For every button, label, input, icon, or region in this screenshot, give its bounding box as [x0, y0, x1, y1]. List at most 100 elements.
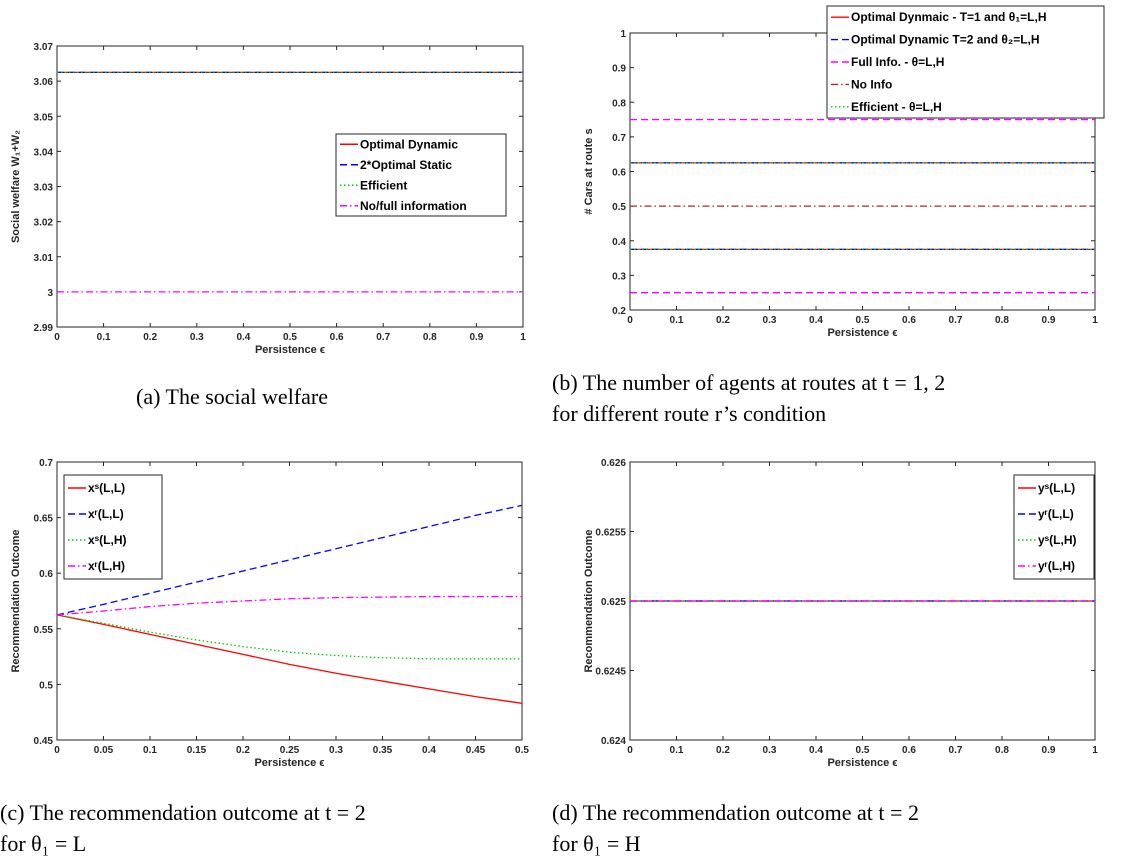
- x-tick-label: 0.9: [469, 332, 483, 343]
- x-tick-label: 0.7: [949, 745, 963, 756]
- x-tick-label: 1: [1092, 745, 1098, 756]
- legend-box: [1013, 474, 1095, 580]
- x-tick-label: 0.8: [995, 745, 1009, 756]
- y-tick-label: 0.6: [39, 569, 53, 580]
- y-tick-label: 0.3: [612, 271, 626, 282]
- x-tick-label: 0.5: [856, 315, 870, 326]
- y-tick-label: 3.04: [34, 147, 54, 158]
- x-tick-label: 0.2: [143, 332, 157, 343]
- y-tick-label: 3.03: [34, 183, 54, 194]
- figure-caption-c: (c) The recommendation outcome at t = 2: [0, 800, 366, 825]
- x-tick-label: 0.6: [902, 745, 916, 756]
- y-tick-label: 0.8: [612, 98, 626, 109]
- x-tick-label: 0.3: [190, 332, 204, 343]
- x-tick-label: 0.4: [236, 332, 250, 343]
- y-tick-label: 0.2: [612, 306, 626, 317]
- x-tick-label: 0.1: [670, 315, 684, 326]
- figure-caption-c: for θ₁ = L: [0, 831, 86, 856]
- chart-panel-b: 0 0.1 0.2 0.3 0.4 0.5 0.6 0.7 0.8 0.9 1 0.2 0.3 0.4 0.…: [552, 5, 1105, 426]
- y-tick-label: 0.626: [601, 458, 626, 469]
- legend: Optimal Dynmaic - T=1 and θ₁=L,H Optimal …: [826, 5, 1105, 119]
- x-tick-label: 0.8: [423, 332, 437, 343]
- x-tick-label: 0.2: [716, 315, 730, 326]
- x-axis-label: Persistence ϵ: [254, 757, 324, 769]
- series-line-xʳ(L,H): [56, 595, 522, 616]
- x-axis-label: Persistence ϵ: [827, 327, 897, 339]
- x-tick-label: 0.2: [716, 745, 730, 756]
- x-tick-label: 1: [520, 332, 526, 343]
- x-tick-label: 0.15: [187, 745, 207, 756]
- y-tick-label: 3.07: [34, 42, 54, 53]
- legend-entry-label: yʳ(L,H): [1038, 559, 1075, 573]
- x-tick-label: 0.7: [949, 315, 963, 326]
- x-tick-label: 0.4: [809, 315, 823, 326]
- legend-box: [826, 5, 1105, 119]
- legend-entry-label: Optimal Dynamic: [360, 137, 458, 151]
- legend-entry-label: xʳ(L,L): [88, 507, 124, 521]
- chart-panel-d: 0 0.1 0.2 0.3 0.4 0.5 0.6 0.7 0.8 0.9 1 0.624 0.6245…: [552, 458, 1098, 856]
- y-tick-label: 0.6255: [595, 528, 626, 539]
- y-tick-label: 0.7: [39, 458, 53, 469]
- y-tick-label: 0.624: [601, 736, 626, 747]
- x-tick-label: 0: [54, 332, 60, 343]
- x-tick-label: 0: [54, 745, 60, 756]
- x-axis-label: Persistence ϵ: [255, 344, 325, 356]
- y-axis-label: # Cars at route s: [583, 128, 595, 214]
- x-tick-label: 0.25: [280, 745, 300, 756]
- legend-entry-label: No Info: [851, 77, 892, 91]
- series-line-xʳ(L,L): [56, 504, 523, 616]
- legend: xˢ(L,L) xʳ(L,L) xˢ(L,H) xʳ(L,H): [63, 474, 163, 580]
- series-line-xˢ(L,L): [56, 614, 523, 704]
- y-tick-label: 0.65: [34, 514, 54, 525]
- y-tick-label: 0.45: [34, 736, 54, 747]
- y-tick-label: 0.5: [612, 202, 626, 213]
- y-tick-label: 3.01: [34, 253, 54, 264]
- y-tick-label: 3.05: [34, 112, 54, 123]
- x-tick-label: 0.35: [373, 745, 393, 756]
- legend-entry-label: Efficient: [360, 178, 407, 192]
- legend-entry-label: Optimal Dynmaic - T=1 and θ₁=L,H: [851, 10, 1047, 24]
- y-tick-label: 3: [47, 288, 53, 299]
- legend: yˢ(L,L) yʳ(L,L) yˢ(L,H) yʳ(L,H): [1013, 474, 1095, 580]
- chart-panel-c: 0 0.05 0.1 0.15 0.2 0.25 0.3 0.35 0.4 0.45 0.5 0.45…: [0, 458, 529, 856]
- legend-entry-label: xʳ(L,H): [88, 559, 125, 573]
- legend-entry-label: xˢ(L,H): [88, 533, 127, 547]
- y-tick-label: 0.55: [34, 625, 54, 636]
- x-tick-label: 0.7: [376, 332, 390, 343]
- x-tick-label: 0: [627, 315, 633, 326]
- x-tick-label: 0.3: [763, 315, 777, 326]
- y-tick-label: 0.4: [612, 237, 626, 248]
- y-tick-label: 3.06: [34, 77, 54, 88]
- legend-entry-label: Efficient - θ=L,H: [851, 100, 942, 114]
- figure-caption-a: (a) The social welfare: [136, 384, 328, 409]
- x-tick-label: 0.6: [902, 315, 916, 326]
- legend-entry-label: Optimal Dynamic T=2 and θ₂=L,H: [851, 33, 1040, 47]
- legend: Optimal Dynamic 2*Optimal Static Efficient…: [335, 133, 507, 217]
- legend-box: [63, 474, 163, 580]
- legend-entry-label: 2*Optimal Static: [360, 158, 452, 172]
- x-tick-label: 0.5: [856, 745, 870, 756]
- figure-caption-b: (b) The number of agents at routes at t …: [552, 370, 945, 395]
- legend-entry-label: xˢ(L,L): [88, 481, 125, 495]
- y-axis-label: Social welfare W₁+W₂: [10, 130, 22, 243]
- x-tick-label: 0.3: [763, 745, 777, 756]
- x-tick-label: 0.6: [330, 332, 344, 343]
- legend-entry-label: No/full information: [360, 199, 467, 213]
- y-tick-label: 0.625: [601, 597, 626, 608]
- y-tick-label: 0.9: [612, 64, 626, 75]
- x-tick-label: 0.05: [94, 745, 114, 756]
- x-tick-label: 0: [627, 745, 633, 756]
- x-axis-label: Persistence ϵ: [827, 757, 897, 769]
- y-tick-label: 1: [620, 29, 626, 40]
- x-tick-label: 0.5: [515, 745, 529, 756]
- x-tick-label: 0.4: [809, 745, 823, 756]
- x-tick-label: 0.9: [1042, 315, 1056, 326]
- legend-entry-label: Full Info. - θ=L,H: [851, 55, 944, 69]
- chart-panel-a: 0 0.1 0.2 0.3 0.4 0.5 0.6 0.7 0.8 0.9 1 2.99 3 3.01 3.…: [10, 42, 526, 409]
- figure-caption-b: for different route r’s condition: [552, 401, 826, 426]
- x-tick-label: 0.1: [670, 745, 684, 756]
- legend-box: [335, 133, 507, 217]
- figure-caption-d: for θ₁ = H: [552, 831, 641, 856]
- x-tick-label: 0.2: [236, 745, 250, 756]
